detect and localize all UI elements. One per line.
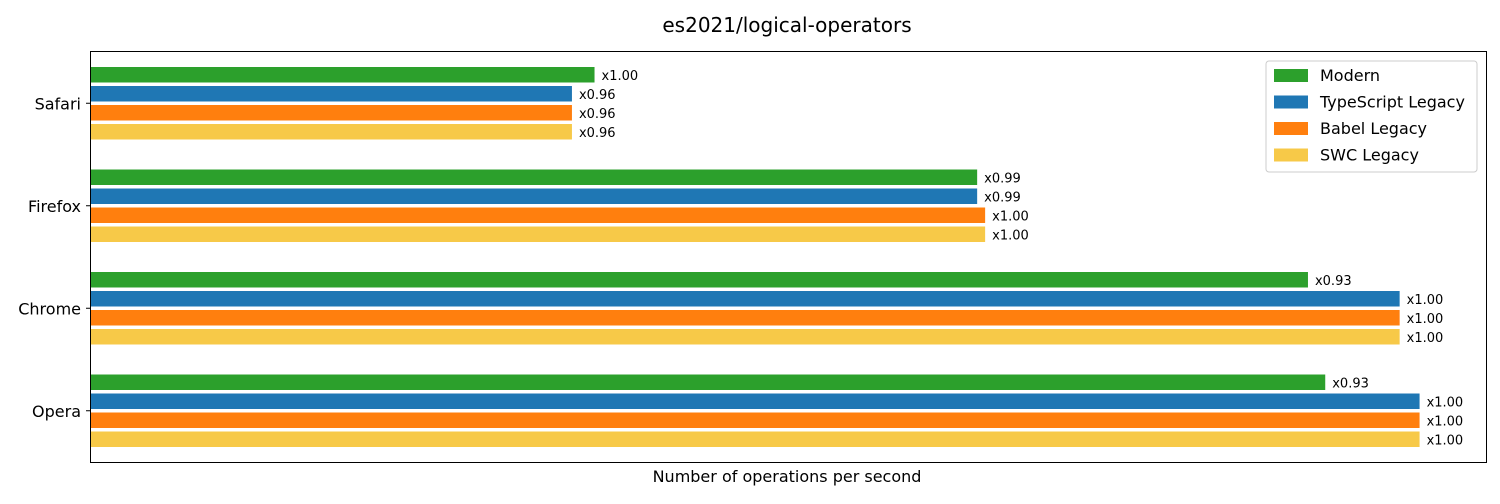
legend-box	[1265, 60, 1478, 173]
y-tick-labels-layer: Safari Firefox Chrome Opera	[18, 94, 91, 421]
x-axis-label: Number of operations per second	[653, 467, 922, 486]
bar-data-label: x1.00	[1407, 331, 1444, 346]
bar	[91, 124, 572, 140]
y-tick-label: Chrome	[18, 299, 81, 318]
chart-title: es2021/logical-operators	[662, 13, 911, 37]
bar	[91, 393, 1420, 409]
y-tick-label: Safari	[35, 94, 81, 113]
bar-data-label: x1.00	[1427, 414, 1464, 429]
bar-data-label: x1.00	[992, 209, 1029, 224]
bar	[91, 105, 572, 121]
bar	[91, 329, 1400, 345]
bar	[91, 207, 986, 223]
legend: Modern TypeScript Legacy Babel Legacy SWC L…	[1265, 60, 1478, 173]
bar-data-label: x0.99	[984, 171, 1021, 186]
bar-data-label: x0.99	[984, 190, 1021, 205]
bar-data-label: x0.93	[1332, 376, 1369, 391]
bar-data-label: x1.00	[602, 69, 639, 84]
bar-data-label: x1.00	[1407, 293, 1444, 308]
legend-entry-label: Modern	[1320, 66, 1380, 85]
bar-data-label: x0.96	[579, 107, 616, 122]
bar-data-label: x0.96	[579, 126, 616, 141]
legend-swatch	[1274, 95, 1308, 109]
bar	[91, 169, 978, 185]
legend-swatch	[1274, 122, 1308, 135]
legend-swatch	[1274, 69, 1308, 82]
plot-frame	[90, 51, 1487, 463]
bar-data-label: x0.96	[579, 88, 616, 103]
bar-data-label: x1.00	[1427, 433, 1464, 448]
bar	[91, 226, 986, 242]
legend-entry-label: Babel Legacy	[1320, 119, 1427, 138]
bar	[91, 272, 1308, 288]
bar-data-label: x1.00	[992, 228, 1029, 243]
bar-data-label: x1.00	[1407, 312, 1444, 327]
bars-layer	[91, 67, 1420, 447]
bar-data-label: x1.00	[1427, 395, 1464, 410]
bar-data-label: x0.93	[1315, 274, 1352, 289]
legend-swatch	[1274, 148, 1308, 162]
legend-entry-label: SWC Legacy	[1320, 146, 1419, 165]
bar	[91, 291, 1400, 307]
y-tick-label: Opera	[32, 402, 81, 421]
bar	[91, 374, 1326, 390]
legend-entry-label: TypeScript Legacy	[1319, 93, 1465, 112]
y-tick-label: Firefox	[28, 197, 81, 216]
bar	[91, 188, 978, 204]
bar	[91, 431, 1420, 447]
bar	[91, 86, 572, 102]
data-labels-layer: x1.00 x0.96 x0.96 x0.96 x0.99 x0.99 x1.00 x1.00…	[579, 69, 1463, 449]
bar	[91, 67, 595, 83]
bar	[91, 310, 1400, 326]
bar	[91, 412, 1420, 428]
